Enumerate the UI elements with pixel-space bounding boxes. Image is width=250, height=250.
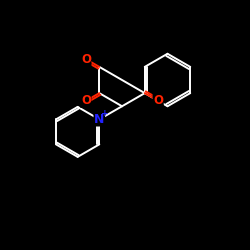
Text: N: N (94, 113, 104, 126)
Text: +: + (101, 110, 108, 118)
Text: O: O (153, 94, 163, 107)
Text: O: O (81, 53, 91, 66)
Text: O: O (81, 94, 91, 108)
